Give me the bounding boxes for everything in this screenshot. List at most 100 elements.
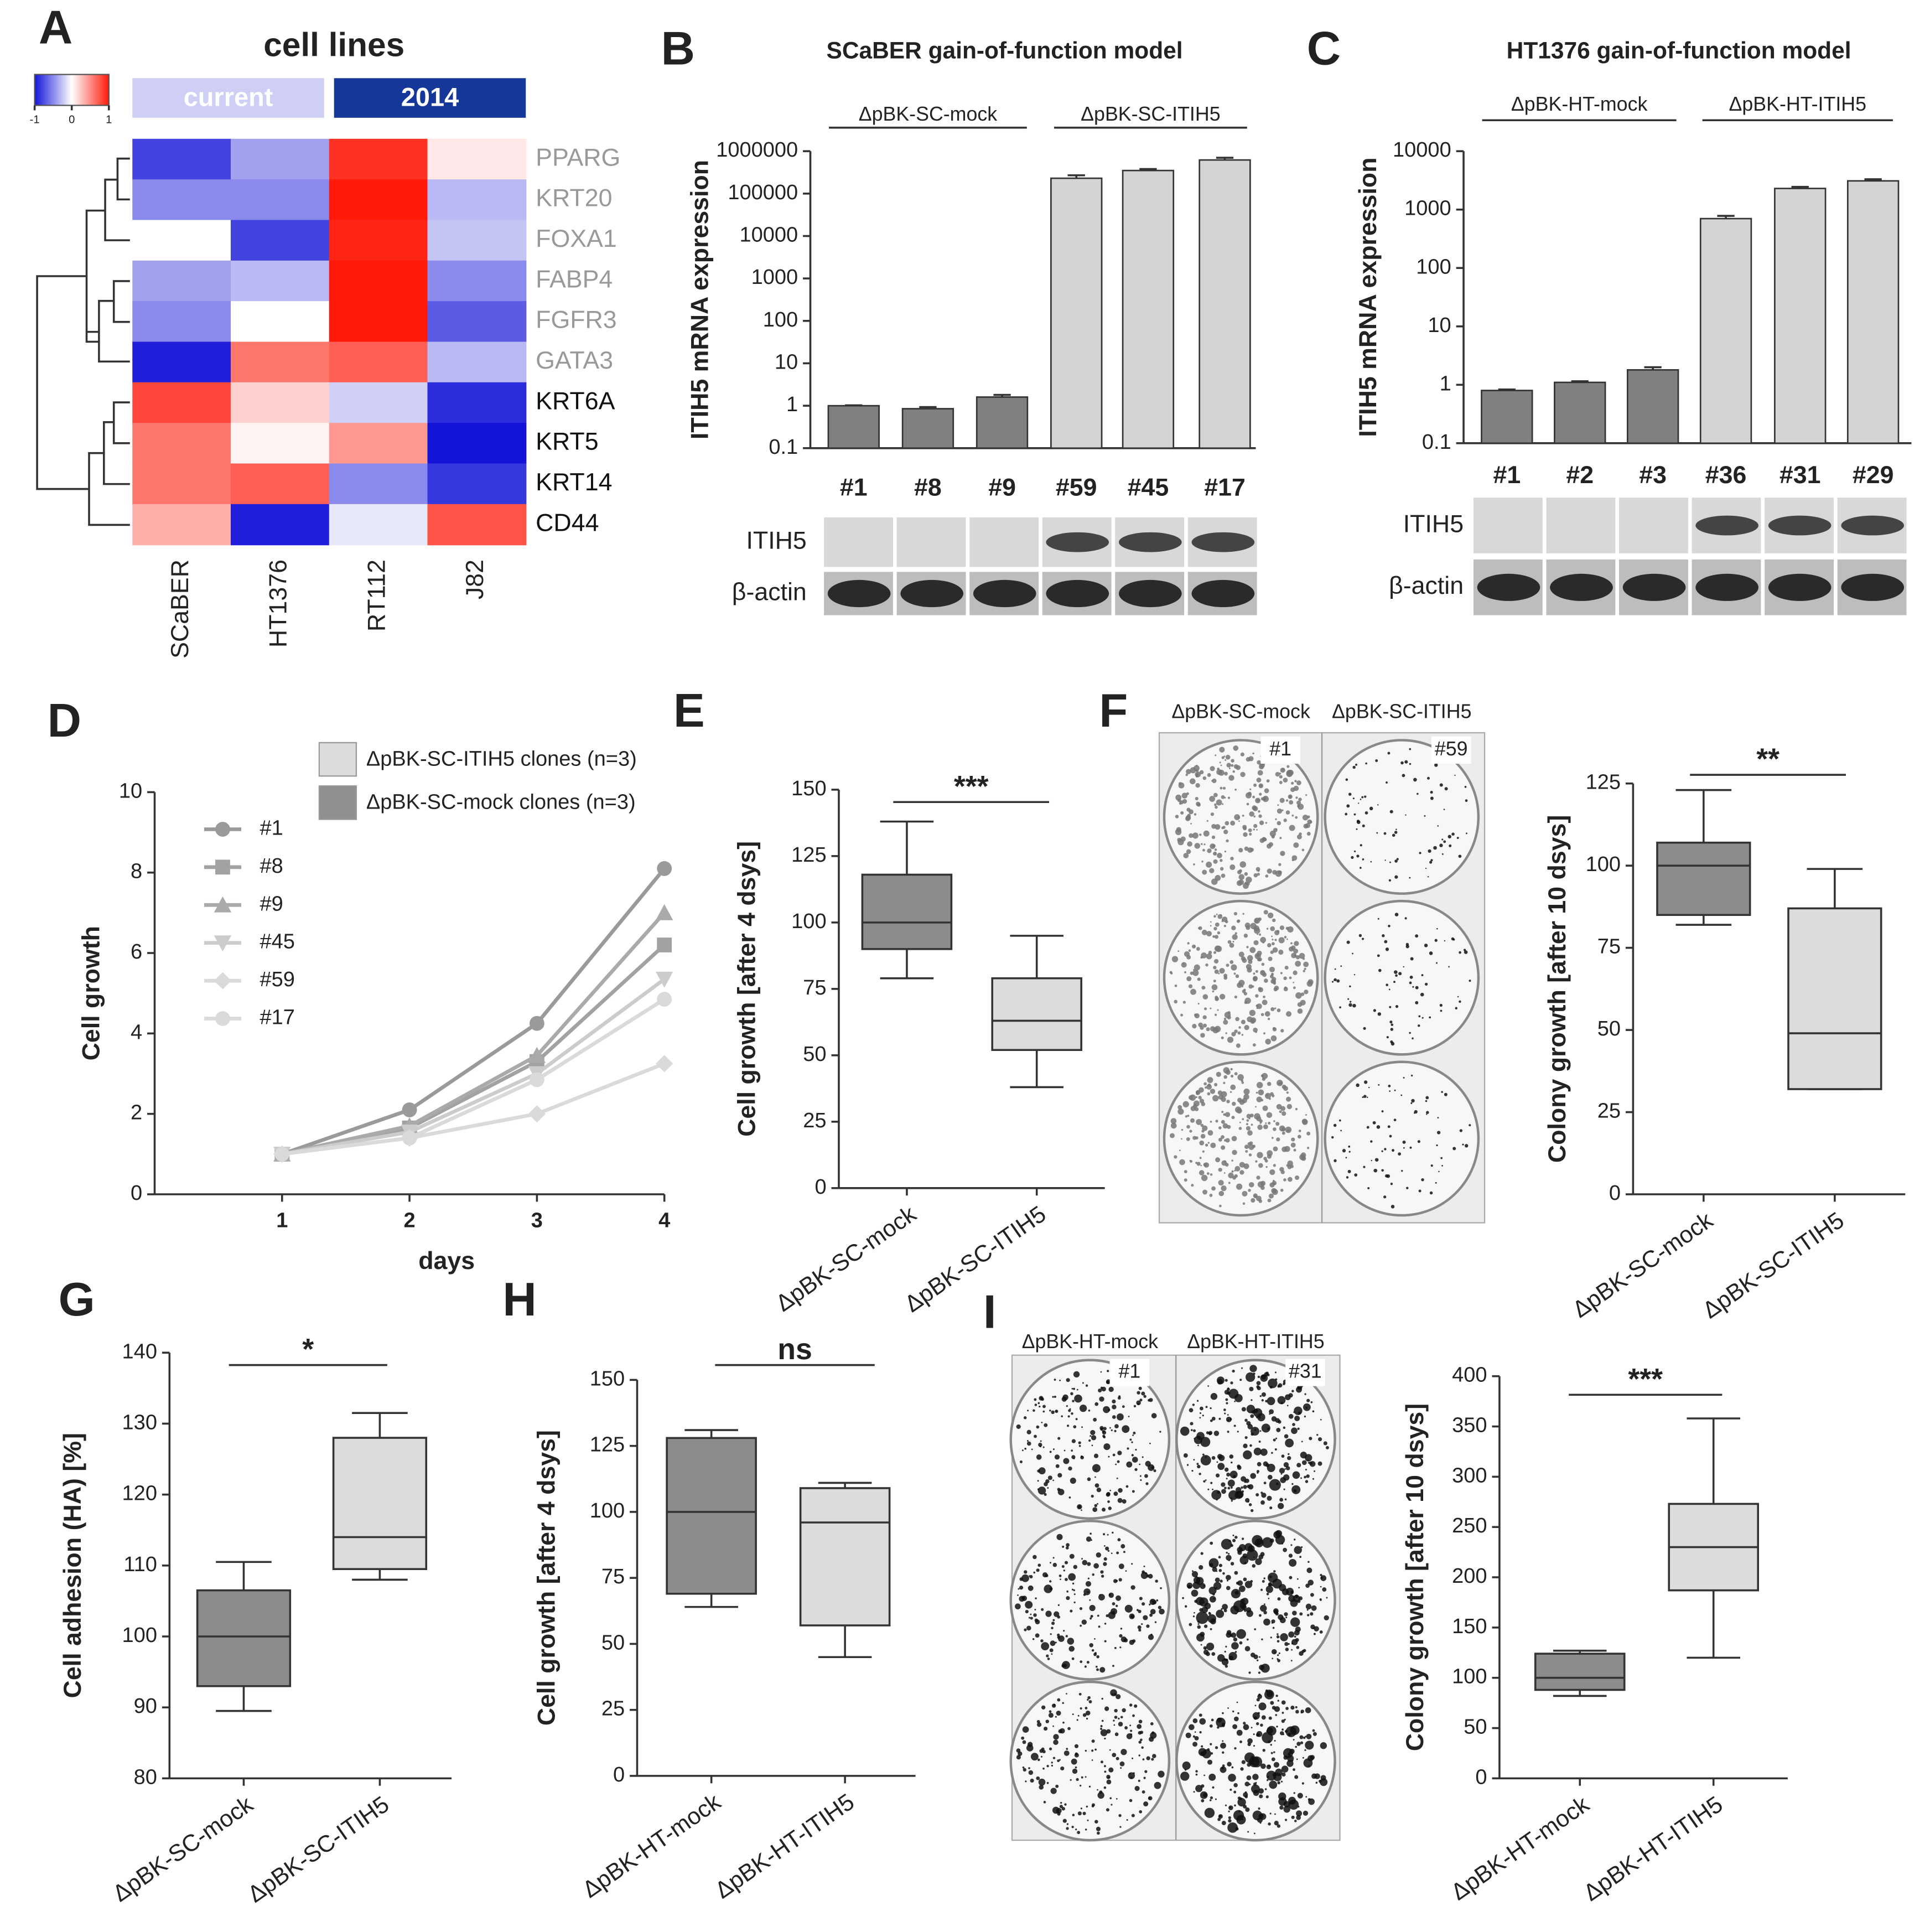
colony — [1246, 1119, 1249, 1122]
colony — [1239, 1556, 1249, 1565]
legend-marker — [215, 859, 230, 875]
whisker-high — [880, 820, 934, 875]
colony — [1259, 1395, 1262, 1397]
colony — [1274, 1813, 1276, 1815]
colony — [1429, 861, 1433, 864]
colony — [1361, 937, 1365, 940]
colony — [1190, 1106, 1196, 1111]
colony — [1286, 1760, 1294, 1767]
colony — [1248, 1671, 1251, 1674]
colony — [1051, 1627, 1054, 1630]
colony — [1133, 1431, 1136, 1434]
colony — [1230, 1486, 1233, 1489]
colony — [1213, 966, 1217, 970]
colony — [1101, 1574, 1104, 1578]
colony — [1200, 1583, 1206, 1589]
colony — [1310, 1612, 1314, 1616]
colony — [1301, 1118, 1308, 1125]
colony — [1256, 829, 1258, 831]
colony — [1138, 1386, 1142, 1390]
colony — [1238, 848, 1243, 853]
colony — [1201, 861, 1203, 863]
colony — [1264, 978, 1268, 983]
colony — [1270, 1752, 1273, 1754]
colony — [1216, 1071, 1221, 1077]
colony — [1388, 1084, 1391, 1087]
colony — [1127, 1447, 1129, 1450]
colony — [1206, 820, 1208, 822]
colony — [1026, 1441, 1031, 1446]
colony — [1228, 1819, 1232, 1823]
colony — [1247, 955, 1253, 961]
colony — [1234, 1804, 1236, 1807]
colony — [1042, 1750, 1046, 1754]
colony — [1124, 1604, 1133, 1613]
colony — [1218, 1094, 1223, 1100]
colony — [1093, 1453, 1099, 1458]
colony — [1236, 919, 1240, 923]
colony — [1287, 1177, 1293, 1182]
colony — [1182, 1761, 1191, 1770]
colony — [1296, 1810, 1303, 1817]
colony — [1293, 1539, 1296, 1541]
colony — [1200, 1406, 1203, 1411]
colony — [1021, 1449, 1024, 1452]
clone-label-bg — [1431, 736, 1471, 764]
colony — [1257, 1125, 1263, 1130]
colony — [1196, 801, 1201, 806]
colony — [1276, 1726, 1278, 1728]
blot-band — [1695, 573, 1758, 601]
colony — [1059, 1574, 1062, 1577]
colony — [1253, 972, 1255, 975]
colony — [1279, 1468, 1285, 1474]
colony — [1463, 949, 1466, 951]
colony — [1226, 839, 1229, 843]
colony — [1247, 967, 1252, 973]
colony — [1243, 1792, 1248, 1798]
colony — [1331, 981, 1334, 983]
colony — [1210, 1173, 1213, 1176]
colony — [1225, 1379, 1228, 1382]
colony — [1333, 1123, 1337, 1127]
colony — [1225, 1138, 1230, 1143]
colony — [1196, 947, 1200, 951]
colony — [1097, 1503, 1098, 1505]
colony — [1118, 1488, 1123, 1493]
colony — [1076, 1389, 1078, 1391]
colony — [1436, 1144, 1438, 1147]
colony — [1209, 1596, 1216, 1603]
colony — [1362, 858, 1365, 861]
colony — [1085, 1384, 1088, 1387]
colony — [1340, 1130, 1342, 1132]
colony — [1261, 1374, 1266, 1380]
colony — [1210, 1419, 1213, 1422]
colony — [1289, 1576, 1293, 1579]
colony — [1260, 1500, 1265, 1505]
colony — [1237, 1097, 1242, 1103]
colony — [1409, 981, 1412, 985]
error-bar — [845, 404, 863, 407]
colony — [1267, 912, 1274, 919]
colony — [1085, 1710, 1091, 1716]
colony — [1275, 818, 1277, 820]
colony — [1217, 1463, 1225, 1470]
colony — [1237, 1465, 1242, 1470]
colony — [1102, 1430, 1105, 1433]
colony — [1017, 1594, 1019, 1596]
colony — [1062, 1545, 1065, 1548]
colony — [1218, 1556, 1221, 1559]
colony — [1297, 1427, 1300, 1430]
colony — [1402, 774, 1405, 778]
colony — [1063, 1630, 1065, 1632]
colony — [1239, 1170, 1244, 1175]
colony — [1247, 1742, 1251, 1747]
y-tick-label: 100 — [590, 1499, 625, 1522]
colony — [1394, 1089, 1396, 1091]
blot-band — [1191, 579, 1255, 608]
colony — [1262, 999, 1268, 1006]
colony — [1066, 1590, 1068, 1593]
colony — [1261, 1638, 1263, 1641]
colony — [1224, 796, 1226, 799]
colony — [1088, 1700, 1092, 1703]
